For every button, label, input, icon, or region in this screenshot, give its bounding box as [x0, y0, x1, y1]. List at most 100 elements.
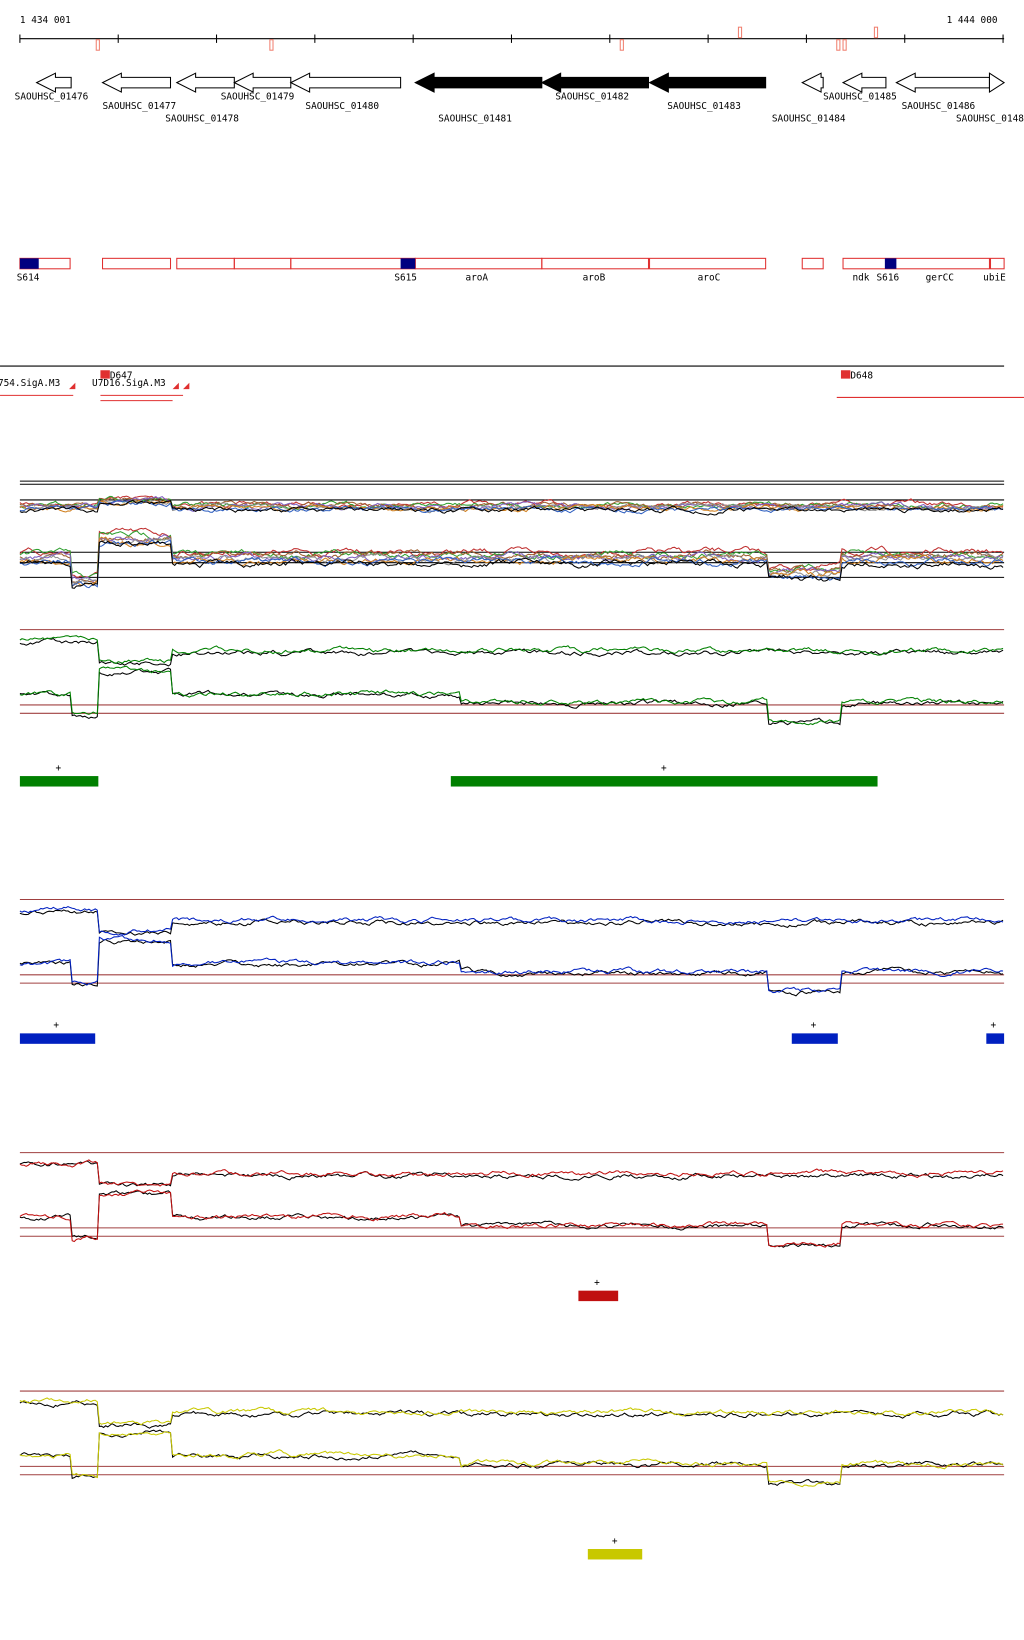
gene-arrow [414, 72, 543, 93]
signal-trace [19, 495, 1004, 510]
gene-label: SAOUHSC_01482 [555, 91, 629, 102]
signal-trace [19, 667, 1004, 726]
signal-trace [19, 909, 1004, 936]
gene-arrow [648, 72, 767, 93]
feature-box [649, 257, 767, 270]
feature-label: aroA [465, 272, 488, 283]
signal-trace [19, 1397, 1004, 1426]
strand-label: + [811, 1020, 817, 1031]
signal-trace [19, 1431, 1004, 1488]
feature-box [801, 257, 824, 270]
strand-bar [578, 1290, 619, 1302]
gene-label: SAOUHSC_01483 [667, 101, 741, 112]
gene-label: SAOUHSC_01485 [823, 91, 897, 102]
signal-trace [19, 534, 1004, 583]
signal-trace [19, 1429, 1004, 1487]
feature-label: aroB [583, 272, 606, 283]
promoter-label: D647 [110, 371, 133, 382]
promoter-label: 754.SigA.M3 [0, 378, 60, 389]
gene-label: SAOUHSC_01484 [772, 113, 846, 124]
strand-bar [587, 1549, 643, 1560]
feature-box [290, 257, 416, 270]
signal-trace [19, 1159, 1004, 1187]
signal-trace [19, 938, 1004, 997]
gene-label: SAOUHSC_01481 [438, 113, 512, 124]
feature-label: gerCC [926, 272, 954, 283]
start-coordinate: 1 434 001 [20, 15, 71, 26]
feature-label: S615 [394, 272, 417, 283]
signal-trace [19, 637, 1004, 667]
strand-bar [19, 776, 99, 787]
feature-label: S614 [17, 272, 40, 283]
ruler-marker [873, 26, 879, 39]
gene-arrow [841, 72, 887, 93]
gene-arrow [35, 72, 72, 93]
signal-trace [19, 935, 1004, 994]
gene-arrow [175, 72, 235, 93]
gene-label: SAOUHSC_01476 [15, 91, 89, 102]
promoter-box [100, 370, 110, 379]
gene-label: SAOUHSC_01477 [103, 101, 177, 112]
strand-label: + [55, 763, 61, 774]
promoter-box [840, 370, 851, 379]
feature-box [989, 257, 1005, 270]
end-coordinate: 1 444 000 [947, 15, 998, 26]
feature-box [233, 257, 292, 270]
promoter-label: D648 [850, 371, 873, 382]
gene-arrow [540, 72, 650, 93]
strand-label: + [661, 763, 667, 774]
signal-trace [19, 635, 1004, 665]
signal-trace [19, 540, 1004, 589]
feature-box [176, 257, 235, 270]
strand-bar [791, 1033, 838, 1044]
signal-trace [19, 499, 1004, 515]
strand-bar [986, 1033, 1005, 1044]
gene-arrow [895, 72, 990, 93]
feature-label: aroC [698, 272, 721, 283]
gene-label: SAOUHSC_01487 [956, 113, 1024, 124]
gene-label: SAOUHSC_01480 [305, 101, 379, 112]
promoter-flag [172, 382, 179, 390]
signal-trace [19, 527, 1004, 578]
strand-bar [19, 1033, 96, 1044]
promoter-flag [69, 382, 76, 390]
ruler-marker [836, 39, 841, 51]
feature-label: ubiE [983, 272, 1006, 283]
strand-label: + [594, 1277, 600, 1288]
feature-block [19, 258, 39, 269]
gene-label: SAOUHSC_01486 [902, 101, 976, 112]
feature-box [842, 257, 990, 270]
ruler-marker [269, 39, 274, 51]
signal-trace [19, 665, 1004, 726]
gene-label: SAOUHSC_01479 [221, 91, 295, 102]
ruler-marker [842, 39, 847, 51]
strand-label: + [612, 1536, 618, 1547]
ruler-marker [737, 26, 743, 39]
signal-trace [19, 1400, 1004, 1429]
signal-trace [19, 1189, 1004, 1248]
gene-arrow [988, 72, 1006, 93]
feature-label: S616 [877, 272, 900, 283]
strand-bar [450, 776, 878, 787]
gene-label: SAOUHSC_01478 [165, 113, 239, 124]
feature-box [414, 257, 543, 270]
signal-trace [19, 1190, 1004, 1248]
feature-box [101, 257, 172, 270]
signal-trace [19, 906, 1004, 936]
gene-arrow [101, 72, 172, 93]
gene-arrow [801, 72, 824, 93]
gene-arrow [233, 72, 292, 93]
ruler-marker [619, 39, 624, 51]
feature-block [400, 258, 416, 269]
feature-block [884, 258, 897, 269]
ruler-marker [95, 39, 100, 51]
strand-label: + [991, 1020, 997, 1031]
strand-label: + [53, 1020, 59, 1031]
promoter-label: U7D16.SigA.M3 [92, 378, 166, 389]
feature-label: ndk [852, 272, 869, 283]
feature-box [541, 257, 650, 270]
gene-arrow [289, 72, 402, 93]
signal-trace [19, 499, 1004, 516]
